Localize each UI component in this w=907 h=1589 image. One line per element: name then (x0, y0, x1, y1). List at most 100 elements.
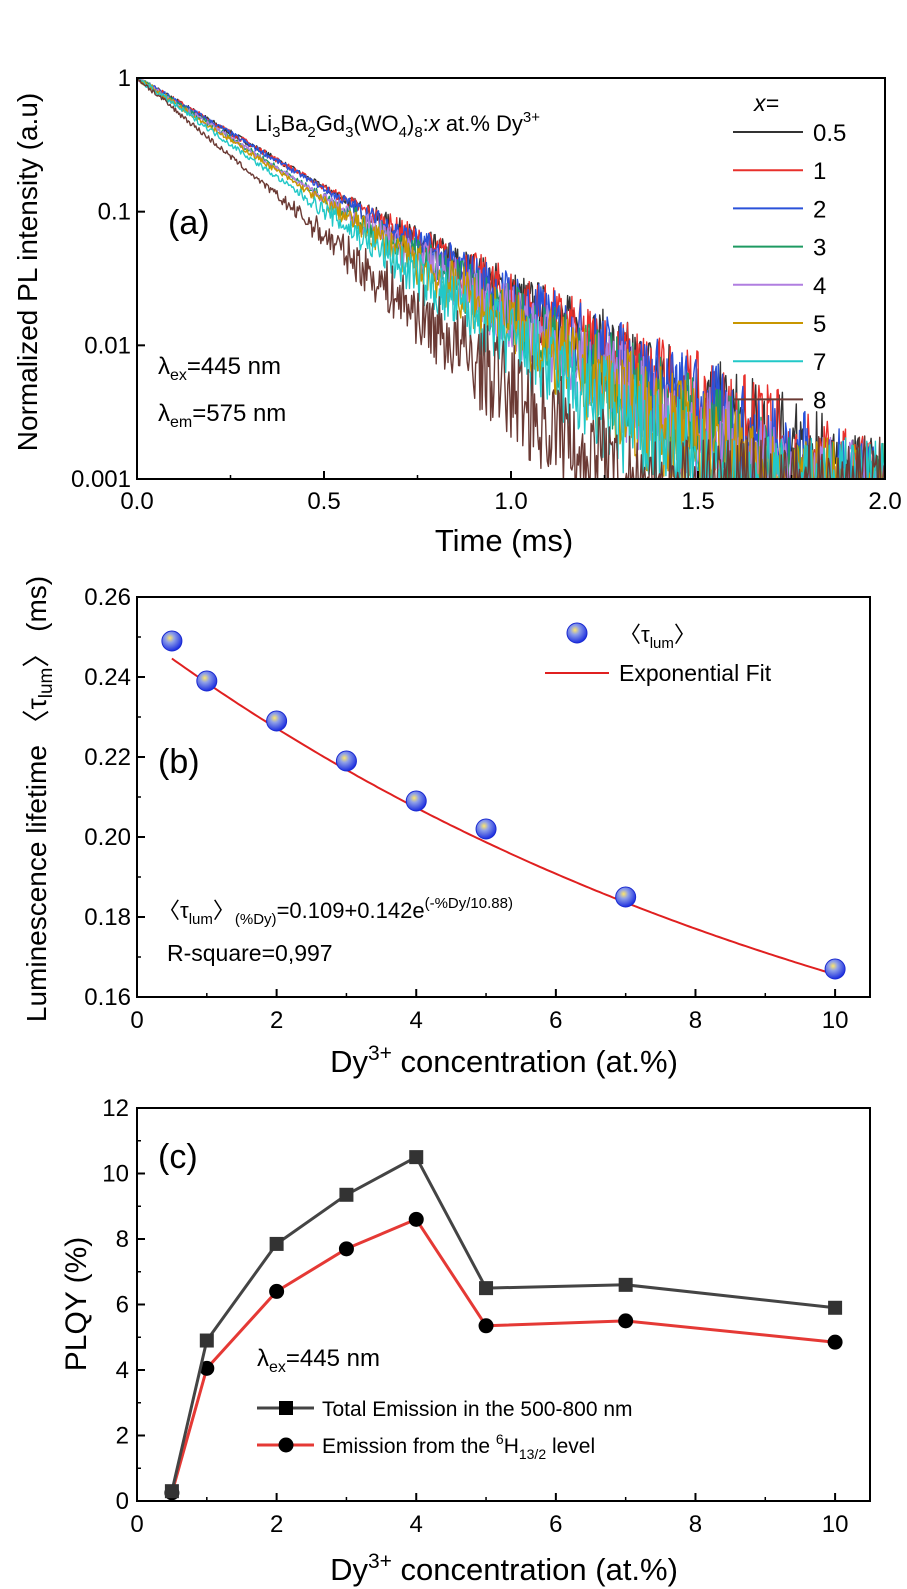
lifetime-point (161, 630, 183, 652)
x-tick-label: 10 (822, 1007, 849, 1034)
y-tick-label: 2 (116, 1423, 129, 1450)
lifetime-point (405, 790, 427, 812)
panel-c-legend-total: Total Emission in the 500-800 nm (322, 1398, 633, 1421)
x-tick-label: 2 (270, 1007, 283, 1034)
y-tick-label: 0.22 (84, 744, 131, 771)
y-tick-label: 0.01 (84, 332, 131, 359)
panel-c-ticks: 0 2 4 6 8 10 0 2 4 6 8 10 12 (102, 1095, 848, 1538)
plqy-square-marker (199, 1333, 214, 1348)
legend-label-x2: 2 (813, 196, 826, 223)
plqy-circle-marker (338, 1241, 354, 1257)
x-tick-label: 0.5 (307, 488, 340, 515)
panel-c-excitation: λex=445 nm (257, 1345, 380, 1376)
plqy-circle-marker (269, 1283, 285, 1299)
y-tick-label: 6 (116, 1292, 129, 1319)
x-tick-label: 0 (130, 1511, 143, 1538)
panel-a-title: Li3Ba2Gd3(WO4)8:x at.% Dy3+ (255, 109, 540, 141)
panel-a-legend: 0.5 1 2 3 4 5 7 8 (733, 120, 846, 414)
panel-c-legend-level: Emission from the 6H13/2 level (322, 1431, 595, 1462)
y-tick-label: 0.26 (84, 584, 131, 611)
panel-c-legend-total-marker (279, 1401, 293, 1415)
panel-c-label: (c) (158, 1138, 198, 1176)
y-tick-label: 0 (116, 1488, 129, 1515)
panel-a-label: (a) (168, 204, 210, 242)
x-tick-label: 1.5 (681, 488, 714, 515)
x-tick-label: 4 (410, 1007, 423, 1034)
lifetime-point (266, 710, 288, 732)
y-tick-label: 10 (102, 1161, 129, 1188)
lifetime-point (824, 958, 846, 980)
legend-label-x4: 4 (813, 273, 826, 300)
x-tick-label: 6 (549, 1007, 562, 1034)
lifetime-point (335, 750, 357, 772)
plqy-circle-marker (478, 1318, 494, 1334)
decay-curve-x4 (138, 78, 885, 479)
panel-b-frame (136, 596, 871, 998)
panel-b-fit-curve (171, 657, 836, 976)
y-tick-label: 0.16 (84, 984, 131, 1011)
x-tick-label: 8 (689, 1007, 702, 1034)
plqy-square-marker (409, 1150, 424, 1165)
panel-b-xlabel: Dy3+ concentration (at.%) (330, 1042, 678, 1079)
plqy-line (170, 1217, 836, 1494)
panel-c-ylabel: PLQY (%) (60, 1237, 93, 1372)
x-tick-label: 1.0 (494, 488, 527, 515)
panel-b: 0 2 4 6 8 10 0.16 0.18 0.20 0.22 0.24 0.26 (b) 〈τlu… (21, 576, 871, 1079)
y-tick-label: 0.20 (84, 824, 131, 851)
legend-label-x8: 8 (813, 387, 826, 414)
y-tick-label: 0.001 (71, 466, 131, 493)
plqy-square-marker (479, 1281, 494, 1296)
x-tick-label: 0 (130, 1007, 143, 1034)
x-tick-label: 8 (689, 1511, 702, 1538)
panel-a: 0.0 0.5 1.0 1.5 2.0 0.001 0.01 0.1 1 (a) Li3Ba2G… (12, 65, 902, 558)
lifetime-point (615, 886, 637, 908)
x-tick-label: 0.0 (120, 488, 153, 515)
panel-a-legend-header: x= (753, 90, 779, 116)
panel-b-ylabel: Luminescence lifetime 〈τlum〉 (ms) (21, 576, 57, 1022)
panel-b-label: (b) (158, 743, 200, 781)
y-tick-label: 1 (118, 65, 131, 92)
legend-label-x5: 5 (813, 311, 826, 338)
panel-b-ticks: 0 2 4 6 8 10 0.16 0.18 0.20 0.22 0.24 0.26 (84, 584, 848, 1034)
plqy-circle-marker (827, 1334, 843, 1350)
y-tick-label: 0.1 (98, 199, 131, 226)
y-tick-label: 4 (116, 1357, 129, 1384)
legend-label-x7: 7 (813, 349, 826, 376)
legend-label-x1: 1 (813, 158, 826, 185)
decay-curve-x8 (137, 78, 885, 479)
panel-c-legend-level-marker (278, 1437, 294, 1453)
panel-b-legend-marker (566, 622, 588, 644)
plqy-square-marker (828, 1300, 843, 1315)
legend-label-x3: 3 (813, 235, 826, 262)
plqy-circle-marker (408, 1211, 424, 1227)
panel-b-rsquare: R-square=0,997 (167, 940, 333, 966)
panel-a-ticks: 0.0 0.5 1.0 1.5 2.0 0.001 0.01 0.1 1 (71, 65, 902, 515)
x-tick-label: 6 (549, 1511, 562, 1538)
plqy-line (170, 1155, 836, 1492)
panel-a-ylabel: Normalized PL intensity (a.u) (12, 93, 43, 451)
x-tick-label: 10 (822, 1511, 849, 1538)
y-tick-label: 8 (116, 1226, 129, 1253)
plqy-square-marker (269, 1236, 284, 1251)
y-tick-label: 12 (102, 1095, 129, 1122)
panel-c: 0 2 4 6 8 10 0 2 4 6 8 10 12 (c) λex=445 nm Total Em… (60, 1095, 871, 1587)
x-tick-label: 4 (410, 1511, 423, 1538)
panel-b-legend-fit: Exponential Fit (619, 660, 772, 686)
y-tick-label: 0.24 (84, 664, 131, 691)
panel-b-equation: 〈τlum〉(%Dy)=0.109+0.142e(-%Dy/10.88) (158, 895, 513, 928)
plqy-square-marker (618, 1277, 633, 1292)
lifetime-point (196, 670, 218, 692)
legend-label-x0.5: 0.5 (813, 120, 846, 147)
panel-a-excitation: λex=445 nm (158, 353, 281, 384)
panel-a-series (137, 78, 885, 479)
panel-c-xlabel: Dy3+ concentration (at.%) (330, 1550, 678, 1587)
plqy-circle-marker (618, 1313, 634, 1329)
panel-a-xlabel: Time (ms) (435, 523, 573, 558)
panel-b-points (161, 630, 846, 980)
x-tick-label: 2.0 (868, 488, 901, 515)
plqy-square-marker (164, 1484, 179, 1499)
decay-curve-x7 (137, 78, 885, 479)
x-tick-label: 2 (270, 1511, 283, 1538)
panel-b-legend-points: 〈τlum〉 (619, 622, 696, 652)
